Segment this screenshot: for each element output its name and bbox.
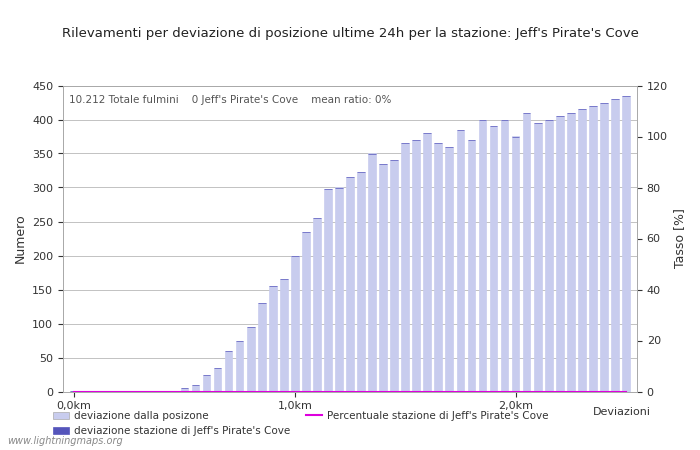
Bar (313, 218, 321, 392)
Bar (412, 140, 420, 392)
Bar (192, 385, 199, 392)
Bar (247, 327, 255, 392)
Bar (534, 123, 542, 392)
Bar (269, 286, 276, 392)
Text: www.lightningmaps.org: www.lightningmaps.org (7, 436, 122, 446)
Bar (357, 172, 365, 392)
Bar (500, 120, 508, 392)
Bar (81, 391, 89, 392)
Text: Deviazioni: Deviazioni (593, 407, 651, 417)
Bar (611, 99, 619, 392)
Text: 10.212 Totale fulmini    0 Jeff's Pirate's Cove    mean ratio: 0%: 10.212 Totale fulmini 0 Jeff's Pirate's … (69, 94, 391, 105)
Bar (70, 391, 78, 392)
Bar (556, 116, 564, 392)
Bar (622, 96, 630, 392)
Bar (379, 164, 387, 392)
Legend: deviazione dalla posizone, deviazione stazione di Jeff's Pirate's Cove, Percentu: deviazione dalla posizone, deviazione st… (49, 407, 553, 440)
Bar (545, 120, 552, 392)
Bar (346, 177, 354, 392)
Bar (523, 112, 531, 392)
Bar (181, 388, 188, 392)
Bar (258, 303, 265, 392)
Bar (92, 391, 100, 392)
Y-axis label: Numero: Numero (13, 214, 27, 263)
Bar (280, 279, 288, 392)
Bar (324, 189, 332, 392)
Bar (468, 140, 475, 392)
Bar (589, 106, 596, 392)
Text: Rilevamenti per deviazione di posizione ultime 24h per la stazione: Jeff's Pirat: Rilevamenti per deviazione di posizione … (62, 27, 638, 40)
Bar (202, 374, 211, 392)
Bar (445, 147, 453, 392)
Bar (125, 391, 133, 392)
Bar (169, 391, 177, 392)
Bar (578, 109, 586, 392)
Bar (236, 341, 244, 392)
Bar (158, 391, 166, 392)
Bar (302, 232, 309, 392)
Bar (435, 143, 442, 392)
Bar (489, 126, 498, 392)
Bar (479, 120, 486, 392)
Bar (391, 160, 398, 392)
Bar (136, 391, 144, 392)
Bar (114, 391, 122, 392)
Bar (456, 130, 464, 392)
Bar (368, 153, 376, 392)
Bar (291, 256, 299, 392)
Bar (567, 112, 575, 392)
Bar (214, 368, 221, 392)
Bar (335, 188, 343, 392)
Bar (401, 143, 409, 392)
Bar (148, 391, 155, 392)
Bar (225, 351, 232, 392)
Y-axis label: Tasso [%]: Tasso [%] (673, 208, 687, 269)
Bar (424, 133, 431, 392)
Bar (600, 103, 608, 392)
Bar (104, 391, 111, 392)
Bar (512, 136, 519, 392)
